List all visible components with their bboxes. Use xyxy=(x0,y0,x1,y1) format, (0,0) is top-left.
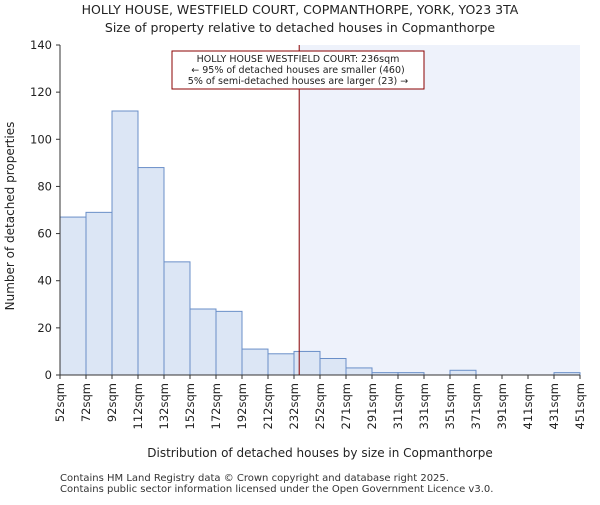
x-tick-label: 291sqm xyxy=(365,383,379,429)
bar-72sqm xyxy=(85,211,113,376)
x-tick-label: 451sqm xyxy=(573,383,587,429)
bar-212sqm xyxy=(267,353,295,376)
x-tick-label: 192sqm xyxy=(235,383,249,429)
x-tick-label: 311sqm xyxy=(391,383,405,429)
x-tick-label: 232sqm xyxy=(287,383,301,429)
bar-351sqm xyxy=(449,369,477,376)
y-tick-label: 100 xyxy=(30,132,52,146)
annotation-line-2: ← 95% of detached houses are smaller (46… xyxy=(191,65,404,76)
bar-152sqm xyxy=(189,308,217,376)
bar-132sqm xyxy=(163,261,191,376)
bar-92sqm xyxy=(111,110,139,376)
annotation-box: HOLLY HOUSE WESTFIELD COURT: 236sqm ← 95… xyxy=(171,50,425,90)
bar-271sqm xyxy=(345,367,373,376)
bars xyxy=(59,110,581,376)
bar-172sqm xyxy=(215,310,243,376)
y-tick-label: 20 xyxy=(37,321,52,335)
highlight-region xyxy=(299,45,580,375)
footer-line-1: Contains HM Land Registry data © Crown c… xyxy=(60,473,449,484)
x-tick-label: 271sqm xyxy=(339,383,353,429)
bar-232sqm xyxy=(293,350,321,376)
bar-192sqm xyxy=(241,348,269,376)
annotation-line-1: HOLLY HOUSE WESTFIELD COURT: 236sqm xyxy=(197,54,400,65)
y-tick-label: 80 xyxy=(37,179,52,193)
y-tick-label: 40 xyxy=(37,274,52,288)
chart-title: HOLLY HOUSE, WESTFIELD COURT, COPMANTHOR… xyxy=(82,2,519,17)
x-tick-label: 92sqm xyxy=(105,383,119,422)
x-tick-label: 152sqm xyxy=(183,383,197,429)
footer: Contains HM Land Registry data © Crown c… xyxy=(60,473,493,495)
x-tick-label: 411sqm xyxy=(521,383,535,429)
y-axis-ticks: 0 20 40 60 80 100 120 140 xyxy=(30,38,60,382)
x-axis-label: Distribution of detached houses by size … xyxy=(147,446,492,460)
x-tick-label: 172sqm xyxy=(209,383,223,429)
x-tick-label: 112sqm xyxy=(131,383,145,429)
x-tick-label: 212sqm xyxy=(261,383,275,429)
y-tick-label: 120 xyxy=(30,85,52,99)
y-tick-label: 60 xyxy=(37,227,52,241)
x-axis-ticks: 52sqm 72sqm 92sqm 112sqm 132sqm 152sqm 172sqm 1… xyxy=(53,375,587,429)
bar-252sqm xyxy=(319,358,347,376)
x-tick-label: 252sqm xyxy=(313,383,327,429)
x-tick-label: 351sqm xyxy=(443,383,457,429)
bar-112sqm xyxy=(137,167,165,376)
x-tick-label: 52sqm xyxy=(53,383,67,422)
chart-subtitle: Size of property relative to detached ho… xyxy=(105,20,496,35)
y-axis-label: Number of detached properties xyxy=(3,122,17,311)
x-tick-label: 391sqm xyxy=(495,383,509,429)
x-tick-label: 431sqm xyxy=(547,383,561,429)
x-tick-label: 72sqm xyxy=(79,383,93,422)
footer-line-2: Contains public sector information licen… xyxy=(60,484,494,495)
y-tick-label: 140 xyxy=(30,38,52,52)
x-tick-label: 331sqm xyxy=(417,383,431,429)
annotation-line-3: 5% of semi-detached houses are larger (2… xyxy=(188,76,408,87)
bar-52sqm xyxy=(59,216,87,376)
x-tick-label: 132sqm xyxy=(157,383,171,429)
x-tick-label: 371sqm xyxy=(469,383,483,429)
y-tick-label: 0 xyxy=(45,368,52,382)
